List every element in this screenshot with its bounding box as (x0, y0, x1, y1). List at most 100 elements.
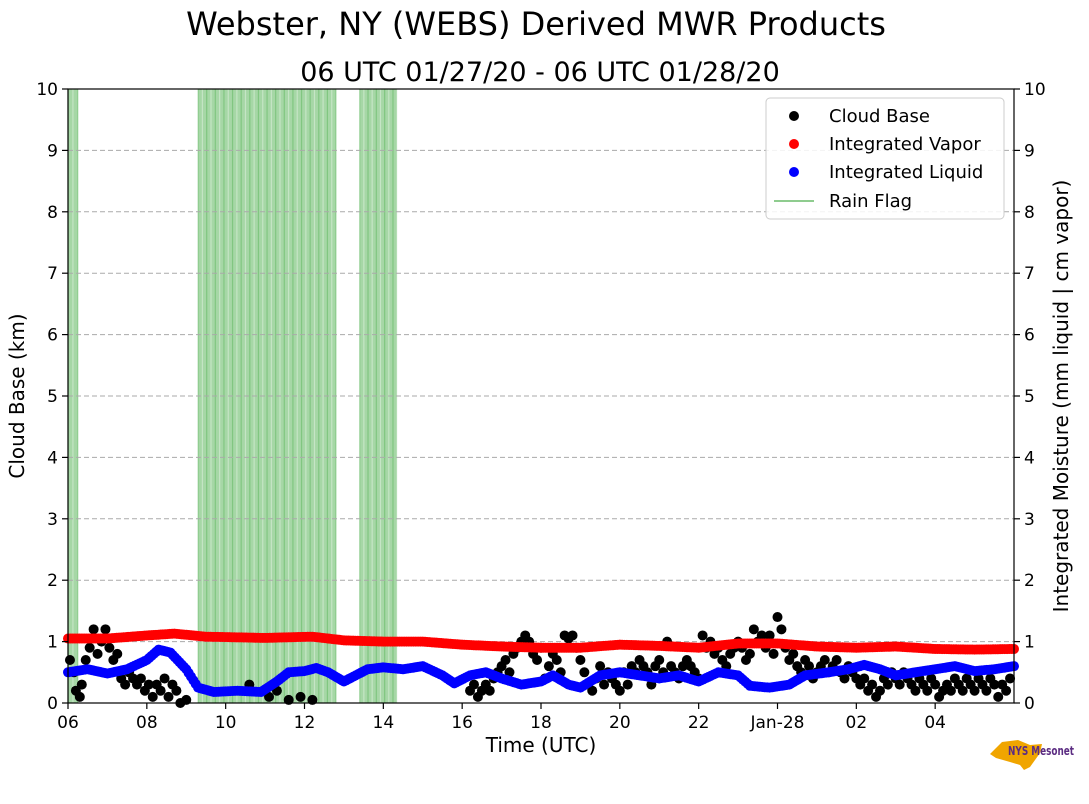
cloud-base-point (295, 691, 306, 702)
y2-axis-ticks: 0 1 2 3 4 5 6 7 8 9 10 (1014, 80, 1046, 714)
x-tick-label: 08 (136, 713, 158, 733)
y-axis-ticks: 0 1 2 3 4 5 6 7 8 9 10 (36, 80, 68, 714)
cloud-base-point (468, 679, 479, 690)
cloud-base-point (595, 661, 606, 672)
cloud-base-point (147, 691, 158, 702)
cloud-base-point (922, 685, 933, 696)
cloud-base-point (788, 648, 799, 659)
x-axis-ticks: 06 08 10 12 14 16 18 20 22 Jan-28 02 04 (57, 703, 946, 733)
cloud-base-point (163, 691, 174, 702)
cloud-base-point (264, 691, 275, 702)
cloud-base-point (945, 685, 956, 696)
cloud-base-point (831, 655, 842, 666)
chart-subtitle: 06 UTC 01/27/20 - 06 UTC 01/28/20 (300, 57, 780, 88)
cloud-base-point (756, 630, 767, 641)
cloud-base-point (614, 685, 625, 696)
x-tick-label: 22 (688, 713, 710, 733)
cloud-base-point (587, 685, 598, 696)
x-tick-label: 02 (846, 713, 868, 733)
cloud-base-point (575, 655, 586, 666)
cloud-base-point (84, 642, 95, 653)
cloud-base-point (76, 679, 87, 690)
legend-box (765, 97, 1005, 220)
cloud-base-point (104, 642, 115, 653)
nys-state-shape (990, 740, 1042, 770)
legend-marker-integrated-vapor (789, 139, 799, 149)
y2-tick-label: 5 (1024, 387, 1035, 407)
cloud-base-point (135, 673, 146, 684)
cloud-base-point (579, 667, 590, 678)
y2-tick-label: 6 (1024, 326, 1035, 346)
cloud-base-point (859, 673, 870, 684)
chart-title: Webster, NY (WEBS) Derived MWR Products (186, 5, 886, 43)
cloud-base-point (567, 630, 578, 641)
cloud-base-point (112, 648, 123, 659)
cloud-base-point (910, 685, 921, 696)
legend: Cloud Base Integrated Vapor Integrated L… (765, 97, 1005, 220)
cloud-base-point (120, 679, 131, 690)
y2-tick-label: 0 (1024, 694, 1035, 714)
cloud-base-point (1001, 685, 1012, 696)
cloud-base-point (957, 685, 968, 696)
cloud-base-point (882, 679, 893, 690)
cloud-base-point (764, 630, 775, 641)
cloud-base-point (748, 624, 759, 635)
x-tick-label: Jan-28 (750, 713, 805, 733)
x-tick-label: 16 (451, 713, 473, 733)
cloud-base-point (80, 655, 91, 666)
cloud-base-point (599, 679, 610, 690)
logo-text: NYS Mesonet (1008, 744, 1074, 758)
y-tick-label: 6 (47, 326, 58, 346)
cloud-base-point (88, 624, 99, 635)
x-tick-label: 10 (215, 713, 237, 733)
y-tick-label: 3 (47, 510, 58, 530)
y2-tick-label: 1 (1024, 633, 1035, 653)
cloud-base-point (981, 685, 992, 696)
cloud-base-point (819, 655, 830, 666)
cloud-base-point (804, 661, 815, 672)
cloud-base-point (171, 685, 182, 696)
legend-label-integrated-liquid: Integrated Liquid (829, 162, 983, 183)
cloud-base-point (64, 655, 75, 666)
y2-tick-label: 2 (1024, 571, 1035, 591)
cloud-base-point (744, 648, 755, 659)
cloud-base-point (768, 648, 779, 659)
series-layer (63, 612, 1019, 708)
cloud-base-point (155, 685, 166, 696)
x-tick-label: 20 (609, 713, 631, 733)
x-tick-label: 12 (294, 713, 316, 733)
cloud-base-point (159, 673, 170, 684)
cloud-base-point (874, 685, 885, 696)
y-tick-label: 7 (47, 264, 58, 284)
cloud-base-point (993, 691, 1004, 702)
cloud-base-point (839, 673, 850, 684)
x-tick-label: 04 (924, 713, 946, 733)
series-integrated-liquid (63, 644, 1019, 697)
cloud-base-point (894, 679, 905, 690)
y-tick-label: 5 (47, 387, 58, 407)
y-tick-label: 4 (47, 448, 58, 468)
x-tick-label: 14 (373, 713, 395, 733)
y-tick-label: 8 (47, 203, 58, 223)
y2-tick-label: 8 (1024, 203, 1035, 223)
y-tick-label: 0 (47, 694, 58, 714)
cloud-base-point (500, 655, 511, 666)
cloud-base-point (622, 679, 633, 690)
x-tick-label: 18 (530, 713, 552, 733)
cloud-base-point (989, 679, 1000, 690)
legend-marker-integrated-liquid (789, 167, 799, 177)
legend-label-integrated-vapor: Integrated Vapor (829, 134, 981, 155)
cloud-base-point (776, 624, 787, 635)
cloud-base-point (697, 630, 708, 641)
cloud-base-point (543, 661, 554, 672)
x-tick-label: 06 (57, 713, 79, 733)
cloud-base-point (532, 655, 543, 666)
cloud-base-point (867, 679, 878, 690)
y2-tick-label: 4 (1024, 448, 1035, 468)
cloud-base-point (551, 655, 562, 666)
y-tick-label: 10 (36, 80, 58, 100)
cloud-base-point (772, 612, 783, 623)
series-integrated-vapor (63, 628, 1019, 655)
legend-label-cloud-base: Cloud Base (829, 106, 930, 127)
